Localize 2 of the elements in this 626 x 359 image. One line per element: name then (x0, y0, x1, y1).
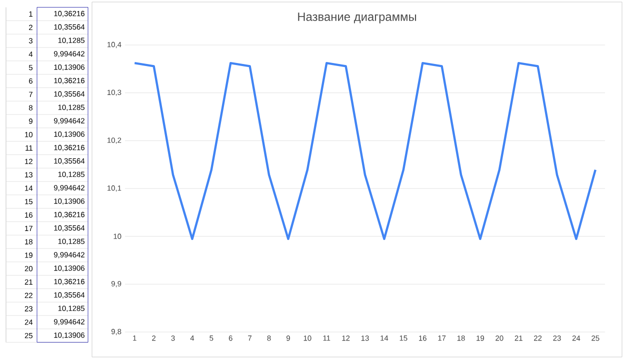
chart-title: Название диаграммы (298, 12, 416, 24)
line-series (134, 62, 596, 240)
